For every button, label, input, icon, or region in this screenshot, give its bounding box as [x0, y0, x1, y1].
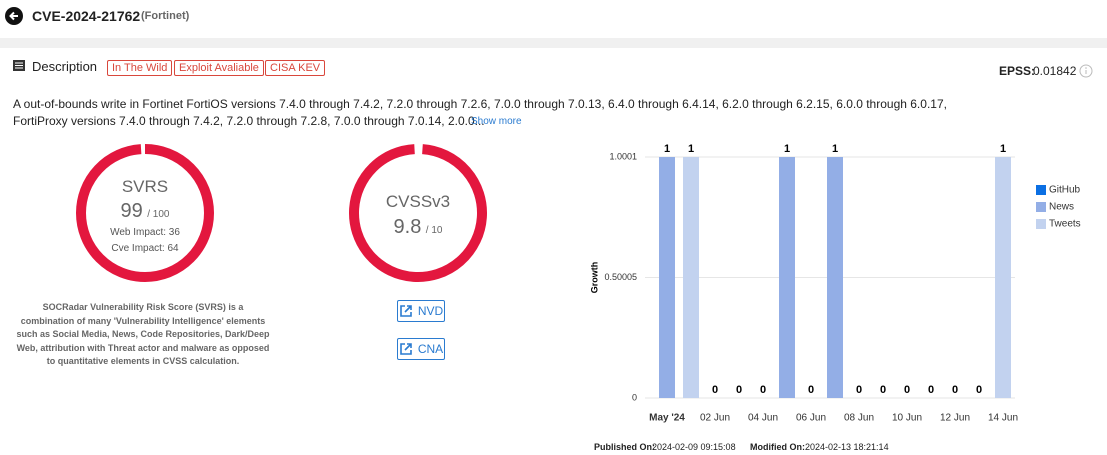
value-label: 1	[688, 143, 694, 155]
x-tick-label: 04 Jun	[748, 413, 778, 424]
x-tick-label: 06 Jun	[796, 413, 826, 424]
growth-chart: 0 0.50005 1.0001 Growth May '24 1 1 02 Jun 0 0 04 …	[589, 143, 1081, 424]
value-label: 0	[880, 384, 886, 396]
nvd-button[interactable]: NVD	[397, 300, 445, 322]
bar	[995, 157, 1011, 398]
header-strip	[0, 38, 1107, 48]
value-label: 0	[736, 384, 742, 396]
y-tick-label: 0	[632, 392, 637, 402]
button-label: CNA	[417, 342, 444, 356]
bar	[779, 157, 795, 398]
value-label: 0	[856, 384, 862, 396]
epss-label: EPSS:	[999, 64, 1036, 78]
description-text: A out-of-bounds write in Fortinet FortiO…	[13, 97, 947, 111]
cna-button[interactable]: CNA	[397, 338, 445, 360]
cvss-score: 9.8 / 10	[343, 216, 493, 239]
published-date: 2024-02-09 09:15:08	[652, 442, 736, 452]
legend-label: GitHub	[1049, 185, 1081, 196]
legend-swatch	[1036, 185, 1046, 195]
tag: CISA KEV	[265, 60, 326, 76]
value-label: 0	[904, 384, 910, 396]
description-text: FortiProxy versions 7.4.0 through 7.4.2,…	[13, 114, 485, 128]
bar	[659, 157, 675, 398]
x-tick-label: 10 Jun	[892, 413, 922, 424]
scale: / 10	[425, 225, 443, 236]
value-label: 1	[832, 143, 838, 155]
cvss-name: CVSSv3	[385, 192, 451, 211]
legend-label: Tweets	[1049, 219, 1081, 230]
back-button[interactable]	[5, 7, 23, 25]
x-tick-label: 14 Jun	[988, 413, 1018, 424]
y-tick-label: 0.50005	[604, 272, 637, 282]
svrs-score: 99 / 100	[70, 200, 220, 223]
y-tick-label: 1.0001	[609, 151, 637, 161]
legend-swatch	[1036, 219, 1046, 229]
cve-impact: Cve Impact: 64	[111, 243, 179, 254]
bar	[827, 157, 843, 398]
value-label: 0	[808, 384, 814, 396]
cvss-gauge	[349, 144, 487, 282]
published-label: Published On:	[594, 442, 656, 452]
value-label: 0	[952, 384, 958, 396]
tag: In The Wild	[107, 60, 173, 76]
cve-title: CVE-2024-21762	[32, 8, 141, 24]
value-label: 0	[976, 384, 982, 396]
svrs-gauge	[76, 144, 214, 282]
link-icon	[400, 343, 412, 355]
legend-label: News	[1049, 202, 1074, 213]
web-impact: Web Impact: 36	[110, 227, 180, 238]
tag: Exploit Avaliable	[174, 60, 264, 76]
header-bar	[0, 0, 1107, 38]
score: 99	[120, 200, 143, 222]
modified-date: 2024-02-13 18:21:14	[805, 442, 889, 452]
x-tick-label: 12 Jun	[940, 413, 970, 424]
x-tick-label: 02 Jun	[700, 413, 730, 424]
info-icon[interactable]	[1079, 64, 1093, 78]
vendor: (Fortinet)	[141, 10, 190, 22]
scale: / 100	[147, 209, 170, 220]
link-icon	[400, 305, 412, 317]
score: 9.8	[393, 216, 422, 238]
value-label: 1	[784, 143, 790, 155]
value-label: 0	[712, 384, 718, 396]
description-heading: Description	[32, 59, 98, 74]
x-tick-label: 08 Jun	[844, 413, 874, 424]
show-more[interactable]: Show more	[471, 116, 522, 127]
list-icon	[13, 60, 25, 71]
value-label: 1	[664, 143, 670, 155]
button-label: NVD	[417, 304, 444, 318]
value-label: 0	[928, 384, 934, 396]
x-tick-label: May '24	[649, 413, 685, 424]
y-axis-label: Growth	[589, 262, 599, 294]
svrs-note: SOCRadar Vulnerability Risk Score (SVRS)…	[16, 302, 270, 366]
legend-swatch	[1036, 202, 1046, 212]
bar	[683, 157, 699, 398]
value-label: 1	[1000, 143, 1006, 155]
value-label: 0	[760, 384, 766, 396]
epss-value: 0.01842	[1033, 64, 1077, 78]
svrs-name: SVRS	[121, 177, 169, 196]
modified-label: Modified On:	[750, 442, 805, 452]
